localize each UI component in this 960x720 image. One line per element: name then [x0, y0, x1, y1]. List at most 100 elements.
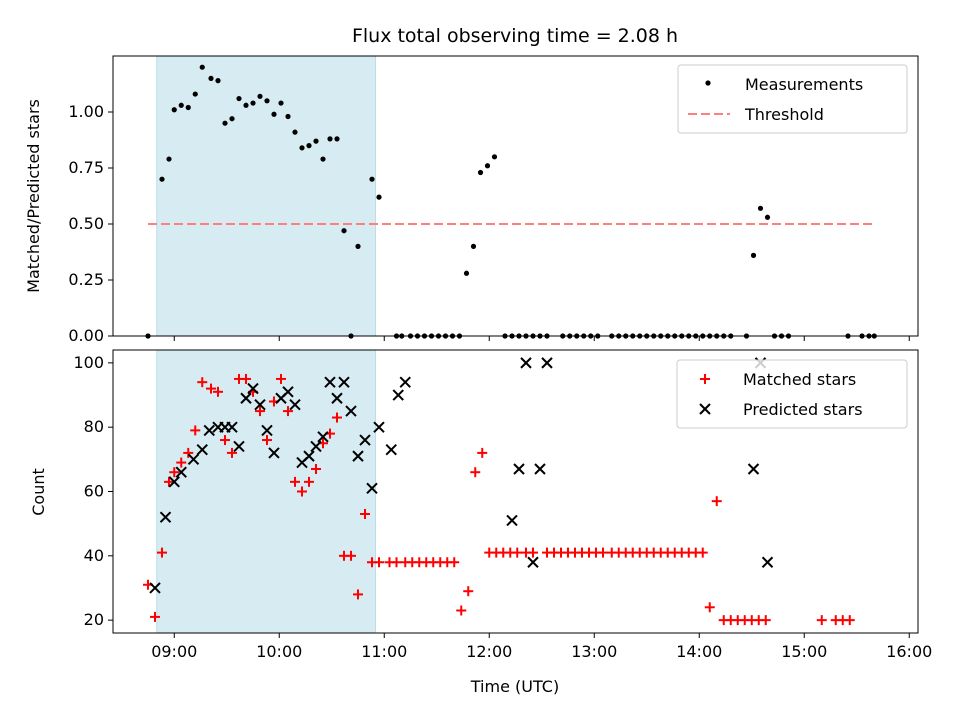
- legend-measurements-marker: [705, 80, 711, 86]
- predicted-stars-series: [149, 357, 774, 594]
- matched-star-point: [297, 486, 307, 497]
- x-tick-label: 11:00: [361, 642, 407, 661]
- predicted-star-point: [289, 398, 301, 411]
- matched-star-point: [512, 547, 523, 558]
- matched-star-point: [353, 589, 363, 600]
- matched-star-point: [697, 547, 708, 558]
- x-tick-label: 14:00: [676, 642, 722, 661]
- matched-star-point: [283, 406, 293, 417]
- measurement-point: [229, 116, 235, 122]
- x-tick-label: 15:00: [781, 642, 827, 661]
- measurement-point: [369, 176, 375, 182]
- measurement-point: [341, 228, 347, 234]
- predicted-star-point: [520, 357, 532, 369]
- predicted-star-point: [541, 357, 553, 369]
- measurement-point: [376, 194, 382, 200]
- predicted-star-point: [247, 382, 259, 395]
- legend-predicted-label: Predicted stars: [743, 400, 863, 419]
- measurement-point: [299, 145, 305, 151]
- predicted-star-point: [175, 466, 187, 478]
- bottom-highlight-span: [156, 349, 376, 634]
- y-tick-label: 1.00: [68, 102, 104, 121]
- measurement-point: [470, 243, 477, 249]
- matched-star-point: [220, 435, 230, 446]
- predicted-star-point: [261, 424, 273, 437]
- matched-star-point: [213, 386, 223, 397]
- matched-star-point: [477, 447, 488, 458]
- y-tick-label: 100: [73, 353, 104, 372]
- measurement-point: [327, 136, 333, 142]
- matched-star-point: [276, 373, 286, 384]
- measurement-point: [764, 214, 771, 220]
- measurement-point: [222, 120, 228, 126]
- x-tick-label: 10:00: [256, 642, 302, 661]
- predicted-star-point: [513, 463, 525, 475]
- predicted-star-point: [345, 405, 357, 417]
- predicted-star-point: [324, 376, 336, 388]
- y-tick-label: 60: [84, 482, 104, 501]
- bottom-x-ticks: 09:00 10:00 11:00 12:00 13:00 14:00 15:00 16:00: [151, 633, 932, 661]
- matched-star-point: [332, 412, 342, 423]
- predicted-star-point: [303, 450, 315, 462]
- predicted-star-point: [359, 434, 371, 446]
- measurement-point: [185, 104, 191, 111]
- measurement-point: [355, 243, 361, 249]
- measurement-point: [215, 78, 221, 84]
- predicted-star-point: [527, 556, 539, 568]
- matched-star-point: [449, 557, 460, 568]
- matched-star-point: [241, 373, 251, 384]
- y-tick-label: 0.50: [68, 214, 104, 233]
- matched-star-point: [176, 457, 187, 468]
- matched-star-point: [164, 476, 174, 487]
- measurement-point: [491, 154, 498, 160]
- chart-title: Flux total observing time = 2.08 h: [352, 25, 678, 47]
- measurement-point: [250, 100, 256, 106]
- measurement-point: [166, 156, 172, 162]
- predicted-star-point: [168, 476, 180, 488]
- measurement-point: [264, 98, 270, 104]
- matched-star-point: [391, 557, 402, 568]
- measurement-point: [306, 143, 312, 149]
- predicted-star-point: [149, 582, 161, 594]
- predicted-star-point: [506, 514, 518, 527]
- matched-star-point: [206, 383, 216, 394]
- x-axis-label: Time (UTC): [470, 677, 559, 696]
- matched-star-point: [311, 463, 321, 474]
- y-tick-label: 40: [84, 546, 104, 565]
- measurement-point: [257, 93, 263, 99]
- predicted-star-point: [282, 386, 294, 398]
- matched-star-point: [197, 377, 208, 388]
- matched-star-point: [528, 547, 538, 558]
- predicted-star-point: [317, 431, 329, 443]
- predicted-star-point: [187, 453, 200, 466]
- x-tick-label: 09:00: [151, 642, 197, 661]
- predicted-star-point: [310, 440, 322, 453]
- matched-star-point: [456, 605, 467, 616]
- predicted-star-point: [196, 443, 208, 456]
- top-x-ticks: [173, 336, 910, 341]
- bottom-panel: 20 40 60 80 100 09:00 10:00 11:00 12:00 13:00 14:…: [29, 349, 932, 696]
- x-tick-label: 16:00: [886, 642, 932, 661]
- predicted-star-point: [338, 376, 350, 388]
- bottom-plot-frame: [112, 349, 919, 634]
- matched-star-point: [255, 406, 265, 417]
- y-tick-label: 0.25: [68, 270, 104, 289]
- bottom-y-axis-label: Count: [29, 468, 48, 516]
- top-legend: Measurements Threshold: [677, 64, 908, 134]
- y-tick-label: 80: [84, 417, 104, 436]
- measurement-point: [750, 252, 757, 258]
- predicted-star-point: [534, 463, 546, 475]
- top-legend-box: [677, 64, 908, 134]
- matched-star-point: [190, 425, 201, 436]
- bottom-y-ticks: 20 40 60 80 100: [73, 353, 113, 629]
- predicted-star-point: [352, 450, 364, 462]
- predicted-star-point: [159, 511, 172, 523]
- predicted-star-point: [268, 447, 280, 459]
- top-y-ticks: 0.00 0.25 0.50 0.75 1.00: [68, 102, 113, 345]
- x-tick-label: 12:00: [466, 642, 512, 661]
- matched-star-point: [598, 547, 608, 558]
- measurement-point: [278, 100, 284, 106]
- measurement-point: [199, 64, 205, 70]
- measurement-point: [313, 138, 319, 144]
